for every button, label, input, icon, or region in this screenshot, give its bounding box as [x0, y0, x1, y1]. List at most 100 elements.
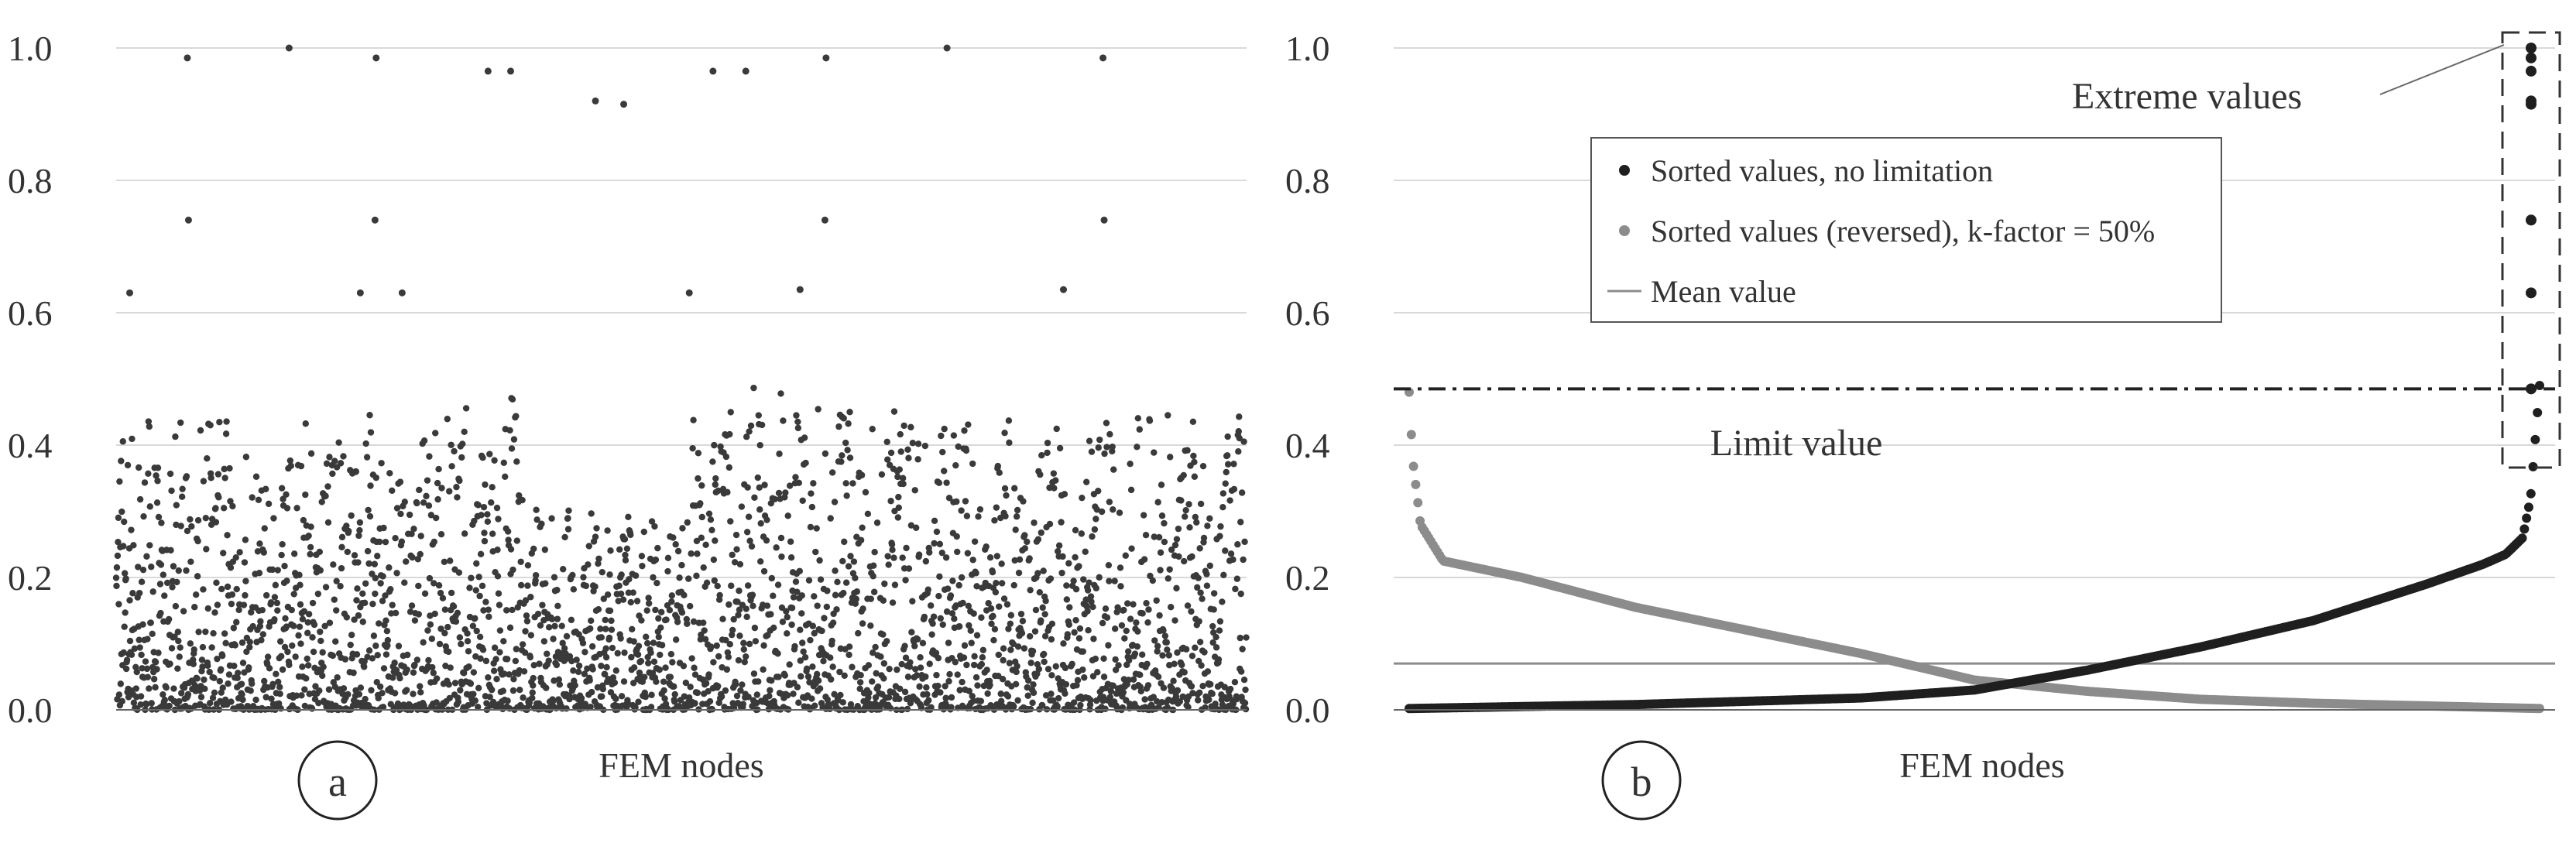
- data-point: [760, 642, 767, 649]
- data-point: [834, 578, 841, 586]
- data-point: [993, 579, 1000, 587]
- data-point: [629, 625, 636, 633]
- data-point: [894, 666, 900, 673]
- data-point: [1004, 693, 1012, 700]
- data-point: [317, 637, 324, 645]
- data-point: [113, 564, 121, 571]
- data-point: [534, 610, 542, 618]
- data-point: [334, 673, 341, 681]
- data-point: [1197, 589, 1204, 596]
- data-point: [320, 663, 327, 670]
- data-point: [668, 598, 675, 605]
- data-point: [389, 601, 396, 608]
- data-point: [272, 581, 280, 589]
- data-point: [688, 550, 695, 557]
- data-point: [1050, 470, 1058, 477]
- data-point: [252, 473, 260, 480]
- data-point: [458, 640, 465, 648]
- data-point: [214, 601, 221, 608]
- data-point: [736, 587, 743, 595]
- data-point: [144, 673, 152, 680]
- data-point: [969, 557, 976, 564]
- data-point: [968, 639, 975, 646]
- data-point: [811, 629, 818, 637]
- reversed-series-point: [1408, 461, 1418, 471]
- data-point: [952, 659, 959, 666]
- data-point: [473, 560, 480, 567]
- data-point: [945, 677, 952, 685]
- data-point: [118, 457, 125, 464]
- data-point: [430, 670, 437, 677]
- data-point: [365, 506, 372, 514]
- data-point: [249, 494, 256, 501]
- data-point: [653, 678, 660, 685]
- data-point: [397, 510, 404, 518]
- data-point: [747, 422, 755, 430]
- data-point: [751, 494, 758, 501]
- data-point: [617, 635, 624, 642]
- data-point: [727, 409, 734, 416]
- data-point: [1220, 571, 1227, 579]
- data-point: [935, 682, 942, 690]
- data-point: [585, 543, 592, 550]
- data-point: [612, 667, 620, 674]
- data-point: [763, 516, 770, 523]
- data-point: [740, 646, 747, 653]
- data-point: [1242, 686, 1249, 694]
- data-point: [200, 478, 208, 485]
- data-point: [1029, 699, 1036, 707]
- data-point: [464, 630, 471, 637]
- data-point: [446, 488, 453, 495]
- data-point: [140, 512, 147, 520]
- data-point: [479, 454, 486, 461]
- data-point: [615, 598, 622, 605]
- data-point: [588, 688, 595, 696]
- data-point: [307, 543, 314, 551]
- data-point: [1013, 513, 1020, 520]
- data-point: [694, 550, 701, 557]
- data-point: [429, 663, 436, 671]
- data-point: [351, 552, 358, 559]
- data-point: [896, 695, 903, 703]
- sorted-series-point: [2526, 488, 2536, 499]
- data-point: [161, 697, 168, 704]
- data-point: [644, 639, 651, 647]
- outlier-point: [507, 67, 515, 75]
- data-point: [319, 649, 326, 656]
- data-point: [432, 430, 439, 437]
- data-point: [939, 448, 946, 456]
- data-point: [187, 558, 194, 565]
- data-point: [1014, 663, 1020, 670]
- data-point: [139, 621, 146, 628]
- data-point: [513, 458, 520, 465]
- data-point: [1092, 655, 1099, 663]
- data-point: [1101, 450, 1108, 457]
- data-point: [303, 675, 310, 682]
- data-point: [701, 636, 709, 643]
- data-point: [1156, 612, 1163, 619]
- outlier-point: [126, 289, 134, 296]
- data-point: [486, 451, 493, 457]
- data-point: [842, 579, 850, 586]
- data-point: [880, 597, 887, 604]
- data-point: [795, 699, 802, 706]
- data-point: [958, 574, 966, 581]
- data-point: [201, 676, 208, 684]
- data-point: [663, 616, 670, 623]
- data-point: [1219, 504, 1226, 511]
- data-point: [691, 664, 698, 671]
- outlier-point: [821, 216, 828, 224]
- data-point: [541, 546, 549, 553]
- data-point: [588, 617, 595, 624]
- data-point: [1195, 574, 1202, 581]
- data-point: [685, 575, 692, 582]
- data-point: [711, 577, 719, 584]
- data-point: [1026, 632, 1034, 640]
- data-point: [667, 650, 675, 658]
- data-point: [173, 502, 180, 509]
- data-point: [650, 658, 658, 665]
- data-point: [986, 681, 993, 689]
- data-point: [602, 653, 610, 661]
- data-point: [681, 591, 688, 599]
- data-point: [684, 519, 691, 526]
